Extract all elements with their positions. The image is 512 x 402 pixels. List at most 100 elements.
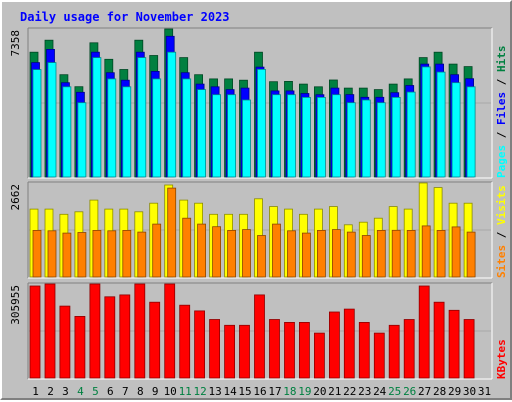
x-axis: 1 2 3 4 5 6 7 8 9 10 11 12 13 14 15 16 17 18 19 20 21 22 23 24 2… xyxy=(32,385,491,398)
bar-sites-day-12 xyxy=(197,223,207,278)
legend-visits: Sites / Visits xyxy=(495,185,508,278)
bar-pages-day-4 xyxy=(77,102,87,178)
bar-sites-day-9 xyxy=(152,223,162,278)
x-tick-label: 16 xyxy=(253,385,266,398)
x-tick-label: 4 xyxy=(77,385,84,398)
bar-kbytes-day-3 xyxy=(59,305,71,379)
x-tick-label: 17 xyxy=(268,385,281,398)
y-max-label-kbytes: 305955 xyxy=(9,285,22,325)
x-tick-label: 7 xyxy=(122,385,129,398)
legend-item-sites: Sites xyxy=(495,245,508,278)
bar-sites-day-18 xyxy=(287,230,296,278)
chart-title: Daily usage for November 2023 xyxy=(20,10,230,24)
panel-visits: 2662 Sites / Visits xyxy=(9,181,508,279)
bar-pages-day-8 xyxy=(137,57,147,178)
bar-kbytes-day-4 xyxy=(74,315,86,379)
x-tick-label: 12 xyxy=(193,385,206,398)
panel-requests: 7358 Pages / Files / Hits xyxy=(9,27,508,179)
x-tick-label: 27 xyxy=(418,385,431,398)
bar-kbytes-day-7 xyxy=(119,294,131,379)
x-tick-label: 25 xyxy=(388,385,401,398)
bar-pages-day-15 xyxy=(242,99,251,178)
bar-pages-day-1 xyxy=(32,69,42,178)
bar-sites-day-2 xyxy=(47,230,57,278)
bar-kbytes-day-10 xyxy=(164,283,176,379)
bar-kbytes-day-13 xyxy=(209,319,221,379)
bar-kbytes-day-21 xyxy=(328,311,340,379)
bar-kbytes-day-28 xyxy=(433,301,445,379)
bar-pages-day-19 xyxy=(301,97,311,178)
x-tick-label: 2 xyxy=(47,385,54,398)
y-max-label-visits: 2662 xyxy=(9,184,22,211)
bar-pages-day-25 xyxy=(391,97,401,178)
x-tick-label: 8 xyxy=(137,385,144,398)
bar-sites-day-17 xyxy=(272,223,281,278)
bar-sites-day-25 xyxy=(391,229,401,278)
bar-pages-day-11 xyxy=(182,78,192,178)
bar-kbytes-day-17 xyxy=(269,319,280,379)
legend-kbytes: KBytes xyxy=(495,339,508,379)
bar-pages-day-23 xyxy=(361,99,371,178)
bar-sites-day-27 xyxy=(421,225,431,278)
x-tick-label: 24 xyxy=(373,385,387,398)
y-max-label-requests: 7358 xyxy=(9,30,22,57)
bar-kbytes-day-20 xyxy=(313,332,325,379)
bar-kbytes-day-16 xyxy=(254,294,265,379)
bar-kbytes-day-22 xyxy=(343,308,355,379)
bar-kbytes-day-23 xyxy=(358,321,370,379)
bar-sites-day-30 xyxy=(466,231,476,278)
bar-kbytes-day-24 xyxy=(373,332,385,379)
bar-sites-day-24 xyxy=(376,229,386,278)
x-tick-label: 18 xyxy=(283,385,296,398)
bar-kbytes-day-8 xyxy=(134,283,146,379)
bar-sites-day-29 xyxy=(451,226,461,278)
bar-pages-day-2 xyxy=(47,62,57,178)
x-tick-label: 15 xyxy=(238,385,251,398)
legend-separator: / xyxy=(495,125,508,145)
bar-pages-day-6 xyxy=(107,78,117,178)
bar-kbytes-day-18 xyxy=(284,321,295,379)
bar-pages-day-28 xyxy=(436,71,446,178)
legend-separator: / xyxy=(495,225,508,245)
x-tick-label: 31 xyxy=(478,385,491,398)
legend-item-kbytes: KBytes xyxy=(495,339,508,379)
panel-kbytes: 305955 KBytes xyxy=(9,282,508,380)
x-tick-label: 10 xyxy=(164,385,177,398)
bar-pages-day-24 xyxy=(376,102,386,178)
bar-sites-day-16 xyxy=(257,235,266,278)
bar-kbytes-day-19 xyxy=(298,321,310,379)
bar-kbytes-day-12 xyxy=(194,310,206,379)
bar-sites-day-21 xyxy=(331,229,341,278)
chart-panels: 7358 Pages / Files / Hits 2662 Sites / Visi… xyxy=(9,27,508,380)
x-tick-label: 5 xyxy=(92,385,99,398)
bar-pages-day-22 xyxy=(346,102,356,178)
bar-sites-day-13 xyxy=(212,226,222,278)
legend-item-hits: Hits xyxy=(495,46,508,73)
bar-pages-day-9 xyxy=(152,78,162,178)
bar-sites-day-4 xyxy=(77,232,87,278)
bar-kbytes-day-25 xyxy=(388,324,400,379)
bar-kbytes-day-14 xyxy=(224,324,236,379)
x-tick-label: 29 xyxy=(448,385,461,398)
x-tick-label: 30 xyxy=(463,385,476,398)
bar-pages-day-13 xyxy=(212,94,222,178)
bar-pages-day-10 xyxy=(167,51,177,178)
legend-item-files: Files xyxy=(495,92,508,125)
x-tick-label: 20 xyxy=(313,385,326,398)
bar-pages-day-16 xyxy=(257,69,266,178)
bar-pages-day-14 xyxy=(227,94,237,178)
legend-item-visits: Visits xyxy=(495,185,508,225)
bar-sites-day-6 xyxy=(107,230,117,278)
bar-kbytes-day-26 xyxy=(403,319,415,379)
bar-pages-day-26 xyxy=(406,91,416,178)
x-tick-label: 14 xyxy=(223,385,237,398)
bar-kbytes-day-5 xyxy=(89,283,101,379)
bar-pages-day-20 xyxy=(316,97,326,178)
bar-pages-day-3 xyxy=(62,86,72,178)
bar-pages-day-18 xyxy=(287,94,296,178)
bar-sites-day-20 xyxy=(316,229,326,278)
bar-pages-day-12 xyxy=(197,89,207,178)
x-tick-label: 11 xyxy=(179,385,192,398)
